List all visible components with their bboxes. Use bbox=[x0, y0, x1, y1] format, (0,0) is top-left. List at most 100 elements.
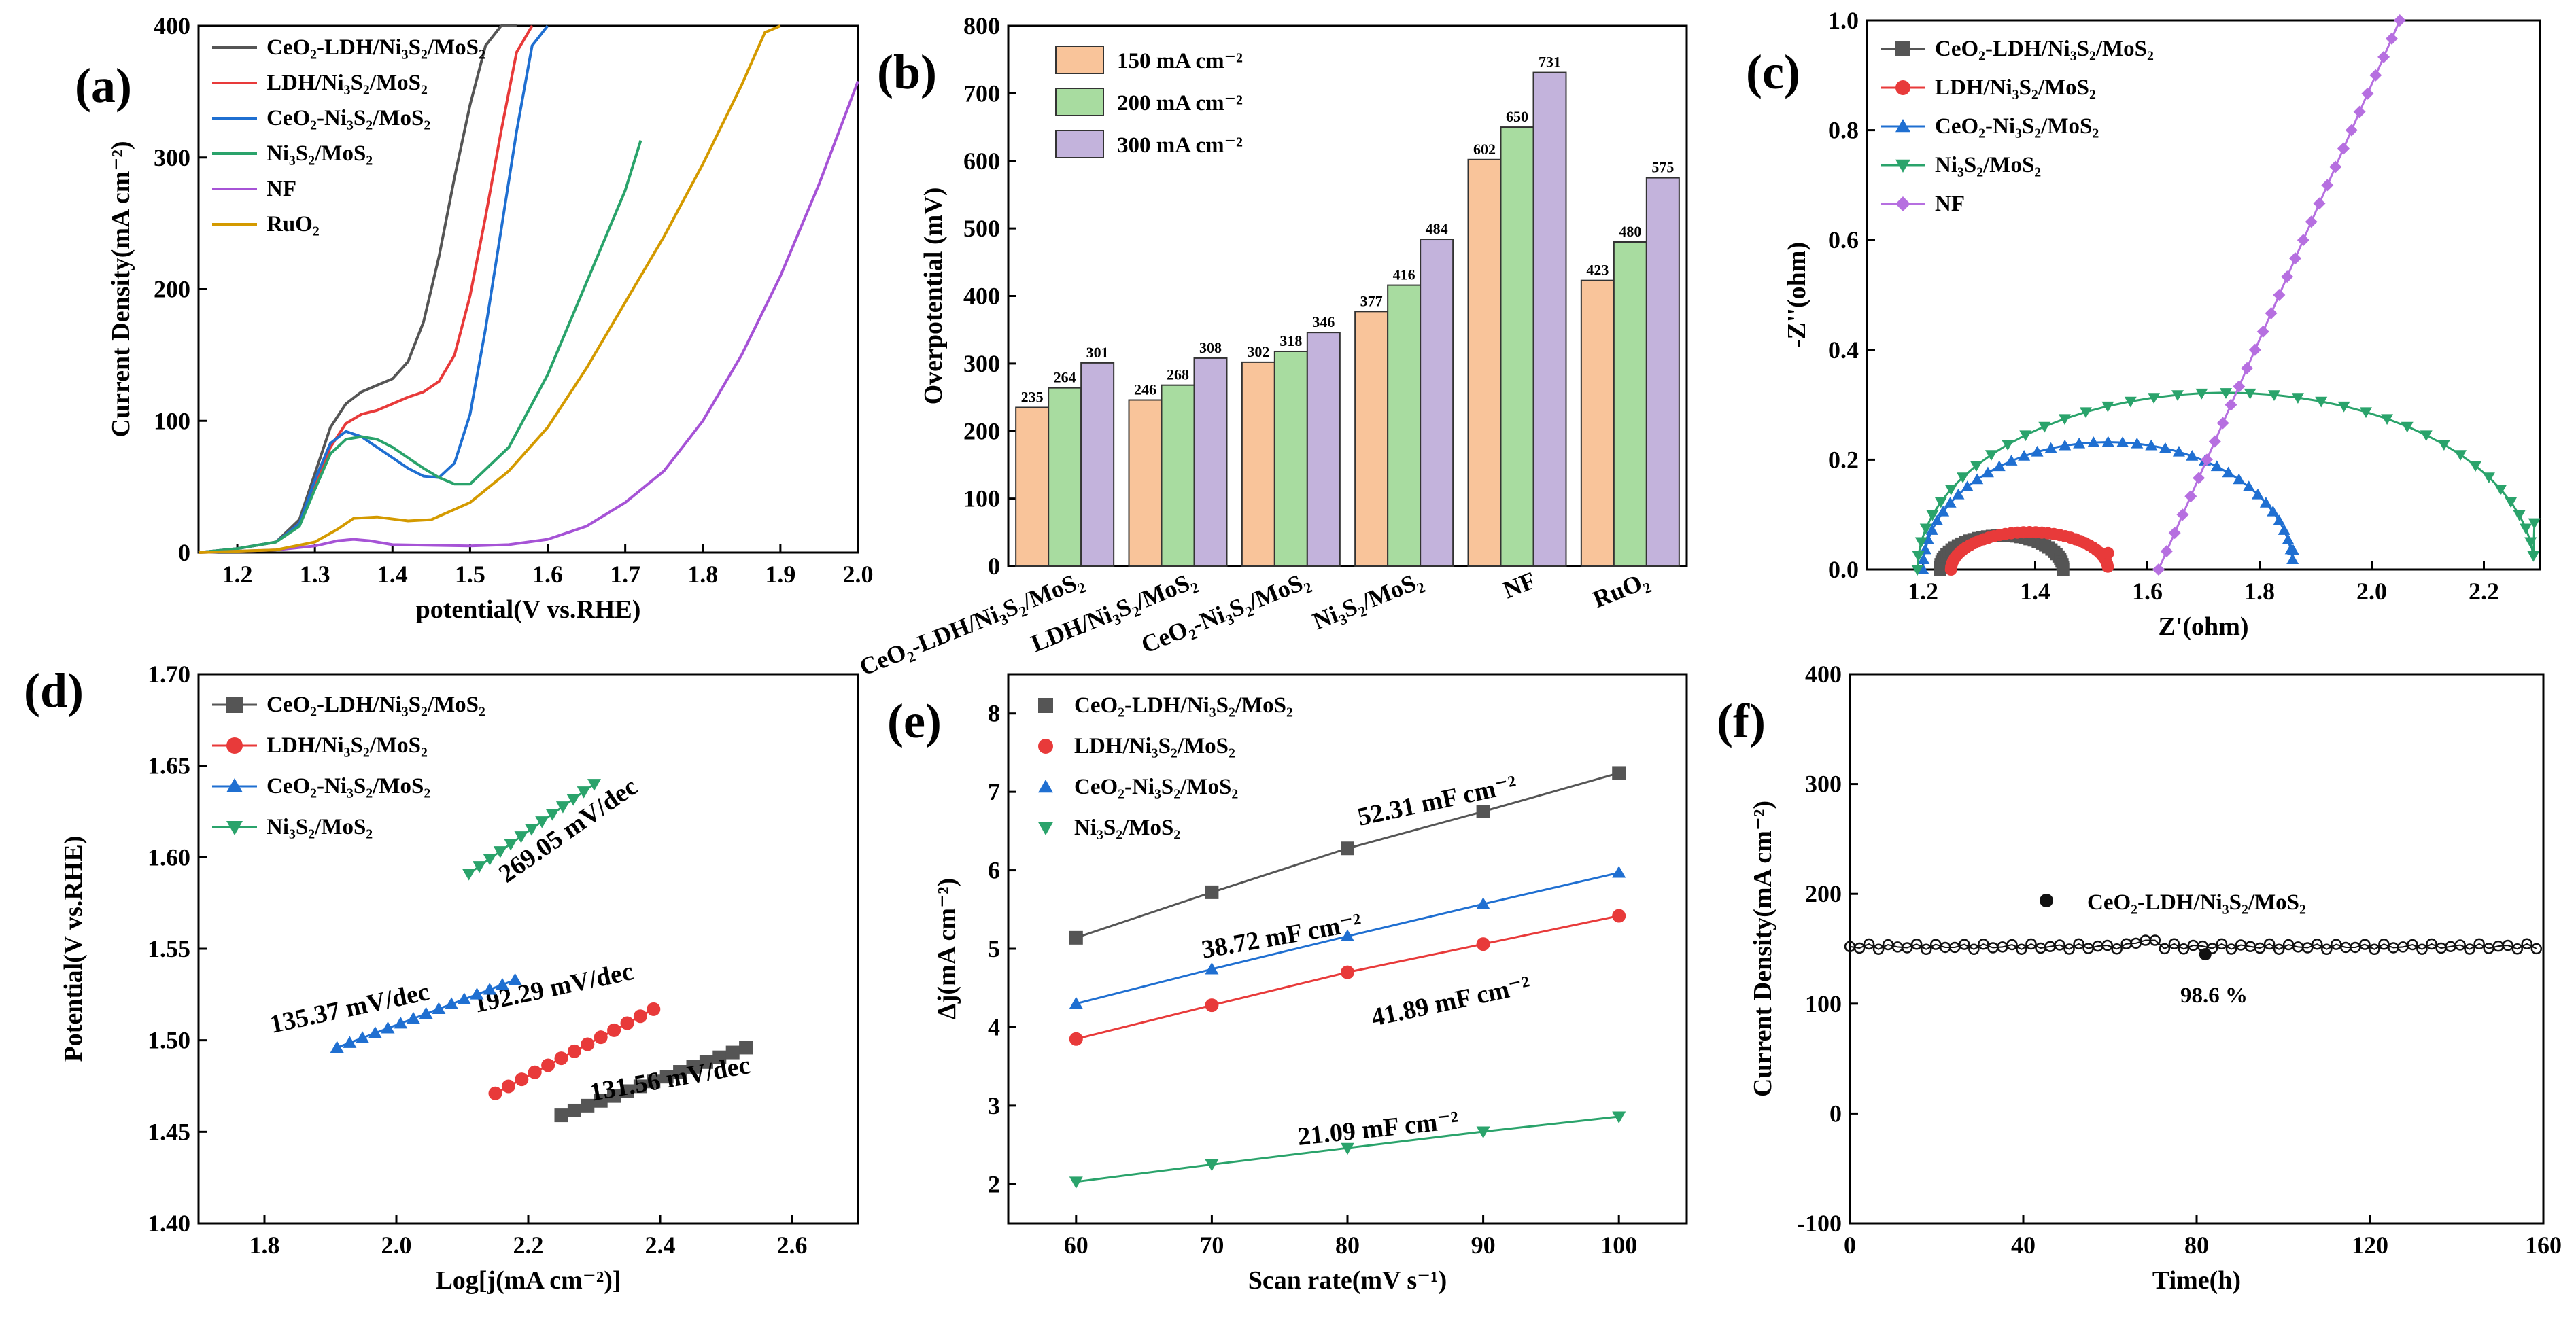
bar-value-label: 346 bbox=[1312, 313, 1335, 330]
data-point bbox=[2273, 943, 2285, 955]
y-tick-label: 5 bbox=[988, 935, 1000, 962]
legend-entry: Ni₃S₂/MoS₂ bbox=[1074, 816, 1180, 840]
data-point bbox=[2248, 343, 2261, 356]
legend-entry: CeO₂-Ni₃S₂/MoS₂ bbox=[267, 774, 430, 799]
series-line bbox=[198, 80, 859, 554]
data-point bbox=[2464, 943, 2475, 955]
data-point bbox=[2282, 534, 2295, 544]
legend-entry: CeO₂-LDH/Ni₃S₂/MoS₂ bbox=[1074, 693, 1293, 718]
bar-value-label: 268 bbox=[1167, 366, 1189, 383]
data-point bbox=[2315, 396, 2328, 408]
data-point bbox=[2301, 942, 2314, 954]
data-point bbox=[1476, 897, 1490, 909]
y-tick-label: 1.55 bbox=[148, 935, 190, 962]
legend-entry: CeO₂-LDH/Ni₃S₂/MoS₂ bbox=[1935, 37, 2154, 61]
legend-entry: NF bbox=[267, 177, 296, 201]
data-point bbox=[566, 794, 581, 806]
data-point bbox=[515, 1072, 529, 1087]
legend-marker bbox=[1895, 159, 1910, 173]
data-point bbox=[1957, 472, 1970, 484]
y-tick-label: 400 bbox=[1805, 661, 1842, 688]
panel-e: 60 70 80 90 100 2 3 4 5 6 7 8 Scan rate(mV s⁻¹) Δj(mA… bbox=[887, 673, 1688, 1295]
y-tick-label: 0.0 bbox=[1828, 556, 1859, 583]
data-point bbox=[473, 861, 487, 873]
data-point bbox=[462, 869, 476, 881]
legend-entry: LDH/Ni₃S₂/MoS₂ bbox=[1074, 734, 1235, 758]
x-tick-label: 80 bbox=[1335, 1231, 1360, 1259]
data-point bbox=[633, 1009, 647, 1024]
data-point bbox=[1910, 939, 1923, 950]
y-tick-label: 0.8 bbox=[1828, 117, 1859, 144]
legend-marker bbox=[226, 737, 243, 754]
data-point bbox=[2254, 942, 2266, 954]
data-point bbox=[1341, 965, 1354, 979]
data-point bbox=[1853, 942, 1866, 954]
data-point bbox=[2297, 234, 2309, 247]
y-tick-label: 1.60 bbox=[148, 843, 190, 871]
panel-a: 1.2 1.3 1.4 1.5 1.6 1.7 1.8 1.9 2.0 0 100 200 300 400… bbox=[75, 12, 874, 624]
y-axis-label: Current Density(mA cm⁻²) bbox=[107, 141, 135, 438]
bar-value-label: 484 bbox=[1426, 220, 1448, 237]
panel-label: (a) bbox=[75, 58, 132, 113]
panel-label: (d) bbox=[24, 663, 84, 718]
data-point bbox=[541, 1058, 555, 1072]
data-point bbox=[493, 846, 507, 858]
data-point bbox=[1952, 488, 1965, 500]
plot-frame bbox=[197, 24, 859, 554]
bar bbox=[1161, 384, 1195, 567]
data-point bbox=[2058, 414, 2071, 425]
data-point bbox=[2359, 407, 2372, 419]
data-point bbox=[2087, 436, 2100, 447]
data-point bbox=[1911, 565, 1924, 576]
y-tick-label: 0 bbox=[1830, 1100, 1842, 1127]
data-point bbox=[2233, 380, 2246, 393]
retention-label: 98.6 % bbox=[2180, 983, 2248, 1008]
y-tick-label: 0 bbox=[178, 539, 190, 566]
series-line bbox=[198, 140, 642, 554]
bar-value-label: 246 bbox=[1134, 381, 1156, 398]
legend-entry: CeO₂-Ni₃S₂/MoS₂ bbox=[267, 106, 430, 130]
legend-entry: 200 mA cm⁻² bbox=[1117, 91, 1243, 116]
data-point bbox=[2482, 472, 2495, 484]
panel-f: 0 40 80 120 160-1000100200300400Time(h)Curre… bbox=[1717, 661, 2562, 1295]
data-point bbox=[1612, 766, 1626, 780]
legend-entry: LDH/Ni₃S₂/MoS₂ bbox=[1935, 75, 2096, 100]
series-line bbox=[198, 24, 781, 554]
data-point bbox=[2385, 32, 2398, 45]
x-tick-label: 80 bbox=[2184, 1231, 2209, 1259]
data-point bbox=[2216, 938, 2228, 950]
y-tick-label: 100 bbox=[1805, 990, 1842, 1017]
data-point bbox=[673, 1065, 687, 1079]
data-point bbox=[2321, 179, 2334, 192]
x-axis-label: Time(h) bbox=[2152, 1266, 2241, 1295]
y-tick-label: 0.2 bbox=[1828, 446, 1859, 473]
data-point bbox=[2377, 50, 2390, 63]
data-point bbox=[524, 824, 538, 836]
data-point bbox=[2016, 943, 2027, 955]
panel-d: 1.8 2.0 2.2 2.4 2.6 1.40 1.45 1.50 1.55 1.60 1.65 1… bbox=[24, 661, 859, 1295]
data-point bbox=[2057, 563, 2070, 576]
y-tick-label: 300 bbox=[154, 144, 190, 171]
x-axis-label: Scan rate(mV s⁻¹) bbox=[1248, 1266, 1447, 1295]
data-point bbox=[368, 1026, 382, 1038]
data-point bbox=[2149, 934, 2161, 946]
x-tick-label: 40 bbox=[2011, 1231, 2036, 1259]
data-point bbox=[1476, 1126, 1490, 1138]
data-point bbox=[2195, 388, 2208, 400]
data-point bbox=[2124, 396, 2137, 408]
data-point bbox=[647, 1002, 661, 1016]
y-axis-label: Δj(mA cm⁻²) bbox=[933, 878, 961, 1019]
data-point bbox=[1981, 466, 1994, 478]
data-point bbox=[2160, 545, 2173, 558]
data-point bbox=[2454, 450, 2467, 461]
data-point bbox=[567, 1103, 581, 1117]
legend-entry: Ni₃S₂/MoS₂ bbox=[1935, 153, 2041, 177]
data-point bbox=[555, 801, 570, 814]
data-point bbox=[554, 1108, 568, 1123]
legend-marker bbox=[1895, 41, 1910, 56]
data-point bbox=[2513, 510, 2526, 521]
data-point bbox=[577, 786, 591, 799]
data-point bbox=[2416, 943, 2428, 955]
data-point bbox=[2130, 937, 2142, 949]
